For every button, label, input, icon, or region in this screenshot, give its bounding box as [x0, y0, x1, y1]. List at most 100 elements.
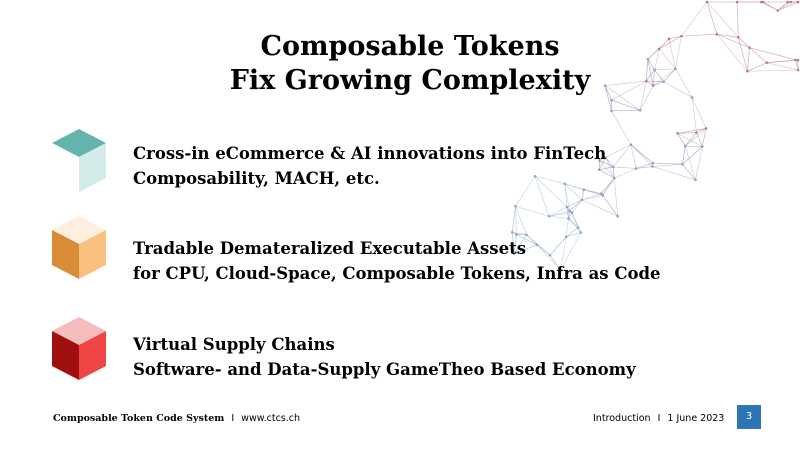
network-line — [677, 128, 707, 134]
network-line — [571, 212, 581, 233]
network-node — [759, 0, 763, 4]
network-line — [583, 189, 602, 194]
network-node — [601, 194, 605, 197]
network-line — [605, 80, 647, 86]
network-line — [571, 199, 583, 213]
network-line — [677, 133, 703, 147]
network-line — [630, 144, 654, 164]
network-line — [600, 178, 615, 194]
network-line — [515, 206, 527, 235]
network-node — [746, 69, 749, 73]
network-node — [789, 0, 793, 4]
network-line — [511, 232, 515, 254]
network-node — [690, 96, 694, 99]
footer-separator-2: I — [657, 413, 661, 424]
network-node — [634, 167, 638, 170]
network-node — [579, 231, 583, 234]
network-line — [564, 183, 570, 212]
network-line — [681, 33, 717, 37]
network-node — [644, 79, 648, 83]
network-line — [534, 176, 550, 217]
network-line — [654, 69, 664, 82]
network-line — [600, 193, 618, 217]
network-line — [647, 48, 660, 60]
network-node — [794, 58, 797, 62]
network-line — [652, 69, 655, 86]
network-line — [766, 59, 799, 63]
network-line — [612, 166, 615, 179]
network-node — [705, 0, 709, 4]
network-node — [796, 58, 800, 62]
network-node — [651, 84, 655, 87]
slide-title-line-2: Fix Growing Complexity — [229, 65, 591, 96]
network-line — [598, 157, 606, 170]
network-line — [515, 206, 517, 235]
network-node — [547, 214, 551, 218]
network-line — [536, 244, 551, 256]
network-node — [598, 159, 601, 162]
network-line — [652, 68, 676, 86]
network-line — [566, 199, 583, 208]
network-line — [682, 146, 703, 165]
network-line — [581, 189, 585, 200]
page-number: 3 — [737, 405, 761, 429]
network-line — [747, 47, 750, 72]
network-node — [525, 233, 528, 237]
network-line — [513, 234, 517, 254]
network-line — [604, 85, 612, 111]
network-line — [682, 164, 696, 181]
network-line — [677, 133, 686, 147]
network-line — [581, 199, 618, 217]
network-line — [564, 183, 584, 190]
network-line — [604, 85, 612, 101]
network-line — [548, 206, 568, 217]
network-node — [514, 204, 517, 208]
network-line — [663, 81, 693, 98]
network-line — [702, 128, 707, 147]
network-line — [639, 81, 647, 111]
network-line — [564, 183, 568, 208]
network-line — [747, 62, 767, 72]
network-line — [706, 1, 739, 38]
network-node — [565, 205, 569, 209]
network-line — [515, 206, 550, 217]
network-line — [706, 1, 718, 35]
network-line — [568, 218, 581, 233]
network-line — [526, 234, 538, 245]
network-node — [512, 252, 516, 256]
network-node — [651, 161, 655, 165]
network-line — [630, 144, 637, 169]
bullet-2: Tradable Demateralized Executable Assets… — [133, 236, 661, 286]
network-line — [675, 68, 693, 98]
bullet-3: Virtual Supply Chains Software- and Data… — [133, 332, 636, 382]
network-line — [682, 145, 686, 165]
footer-website[interactable]: www.ctcs.ch — [241, 413, 301, 424]
network-line — [652, 166, 696, 181]
network-line — [549, 254, 562, 271]
network-line — [599, 160, 614, 168]
network-node — [582, 188, 586, 191]
network-line — [668, 38, 676, 69]
network-node — [786, 0, 789, 4]
bullet-2-line-1: Tradable Demateralized Executable Assets — [133, 239, 526, 258]
network-node — [612, 176, 616, 180]
network-line — [512, 231, 527, 236]
network-line — [738, 37, 750, 48]
network-line — [581, 193, 602, 201]
network-line — [569, 199, 583, 212]
network-node — [616, 214, 619, 218]
network-line — [565, 227, 579, 238]
network-line — [548, 210, 570, 217]
network-node — [567, 217, 570, 220]
network-line — [749, 47, 799, 61]
network-node — [603, 84, 607, 87]
network-node — [570, 211, 574, 214]
network-node — [599, 192, 603, 195]
network-node — [580, 198, 584, 202]
bullet-1: Cross-in eCommerce & AI innovations into… — [133, 141, 606, 191]
network-node — [629, 143, 633, 146]
footer-section: Introduction — [593, 413, 651, 424]
bullet-1-line-2: Composability, MACH, etc. — [133, 169, 380, 188]
network-line — [777, 1, 799, 11]
